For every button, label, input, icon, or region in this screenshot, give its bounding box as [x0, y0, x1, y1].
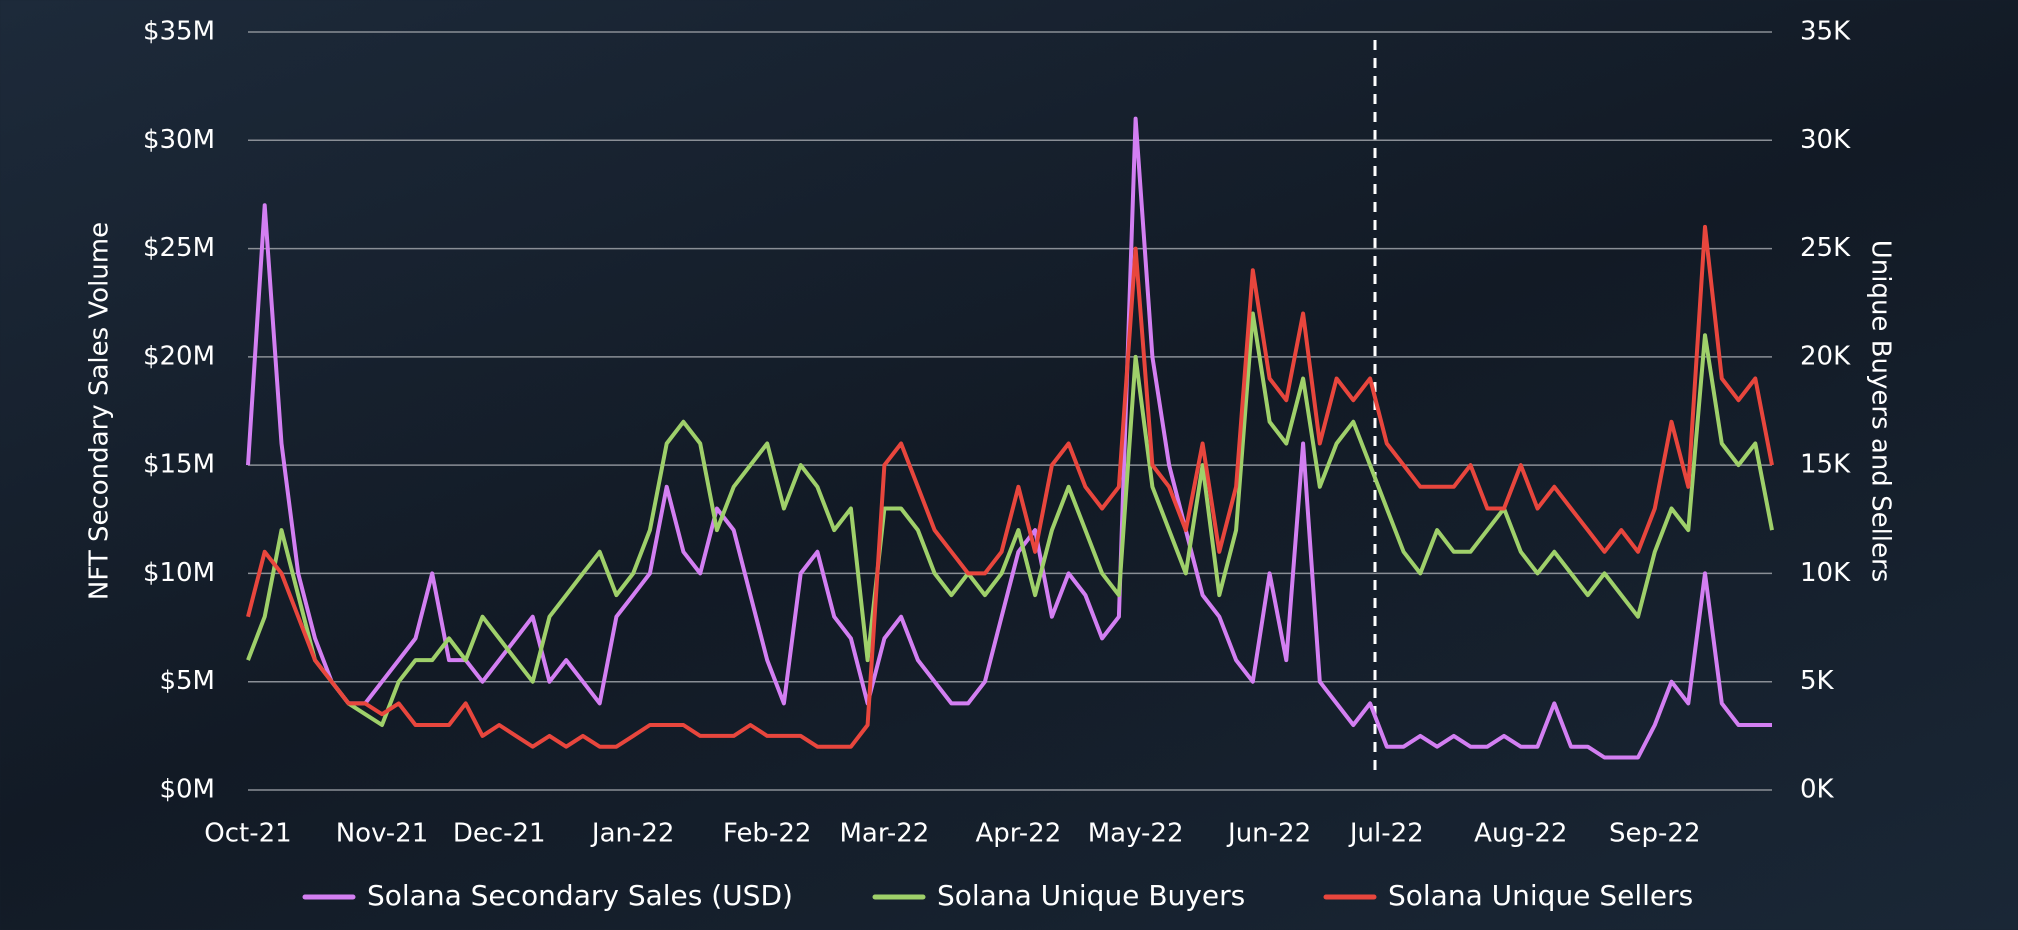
y2-axis-title: Unique Buyers and Sellers [1866, 240, 1896, 583]
y2-tick-label: 15K [1800, 450, 1851, 480]
y2-tick-label: 25K [1800, 233, 1851, 263]
y-axis-title: NFT Secondary Sales Volume [85, 222, 115, 600]
y-tick-label: $35M [143, 17, 215, 47]
x-tick-label: Nov-21 [336, 819, 429, 849]
series-line [246, 311, 1774, 727]
y-tick-label: $30M [143, 125, 215, 155]
y-tick-label: $25M [143, 233, 215, 263]
x-tick-label: Oct-21 [204, 819, 291, 849]
x-tick-label: Feb-22 [723, 819, 812, 849]
y-tick-label: $5M [159, 666, 215, 696]
legend-label: Solana Unique Buyers [937, 879, 1245, 912]
y2-tick-label: 10K [1800, 558, 1851, 588]
x-tick-label: Sep-22 [1609, 819, 1700, 849]
y2-tick-label: 0K [1800, 775, 1835, 805]
x-tick-label: Aug-22 [1474, 819, 1567, 849]
y2-tick-label: 5K [1800, 666, 1835, 696]
x-tick-label: Jul-22 [1348, 819, 1424, 849]
series-line [246, 224, 1774, 749]
y-tick-label: $0M [159, 775, 215, 805]
legend-label: Solana Unique Sellers [1388, 879, 1693, 912]
legend-label: Solana Secondary Sales (USD) [367, 879, 793, 912]
y2-tick-label: 30K [1800, 125, 1851, 155]
x-tick-label: Jun-22 [1226, 819, 1311, 849]
x-tick-label: Dec-21 [453, 819, 546, 849]
y-tick-label: $15M [143, 450, 215, 480]
y-tick-label: $20M [143, 341, 215, 371]
x-tick-label: May-22 [1088, 819, 1184, 849]
x-tick-label: Apr-22 [975, 819, 1061, 849]
y2-tick-label: 35K [1800, 17, 1851, 47]
y-tick-label: $10M [143, 558, 215, 588]
series-line [246, 116, 1772, 760]
x-tick-label: Mar-22 [839, 819, 929, 849]
x-tick-label: Jan-22 [590, 819, 675, 849]
y2-tick-label: 20K [1800, 341, 1851, 371]
